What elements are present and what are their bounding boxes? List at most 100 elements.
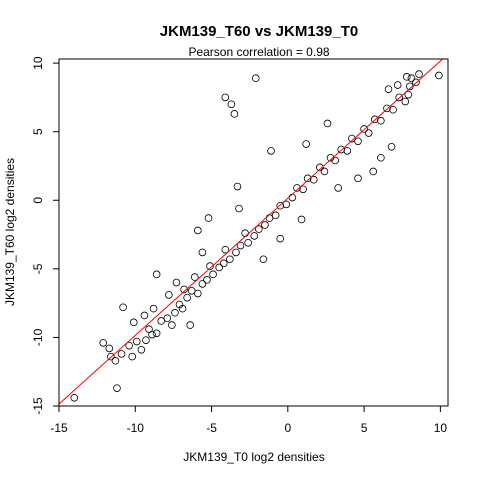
data-point	[178, 304, 187, 313]
data-point	[221, 93, 230, 102]
data-point	[377, 153, 385, 162]
data-point	[227, 100, 236, 109]
data-point	[198, 248, 207, 257]
data-point	[244, 238, 252, 247]
chart-title: JKM139_T60 vs JKM139_T0	[160, 23, 358, 40]
x-tick-label: 10	[434, 421, 448, 435]
data-point	[303, 174, 312, 183]
data-point	[137, 345, 146, 354]
data-point	[125, 341, 133, 350]
data-point	[230, 110, 239, 118]
data-point	[387, 142, 396, 151]
data-point	[297, 215, 306, 224]
data-point	[206, 262, 214, 270]
data-point	[415, 70, 423, 78]
y-tick-label: 0	[31, 197, 45, 204]
data-point	[107, 352, 115, 361]
data-point	[142, 336, 150, 344]
data-point	[282, 200, 291, 209]
y-axis-label: JKM139_T60 log2 densities	[3, 158, 17, 306]
data-point	[403, 73, 411, 81]
data-point	[113, 384, 121, 392]
data-point	[326, 153, 335, 162]
data-point	[171, 308, 179, 317]
data-point	[221, 245, 230, 254]
data-point	[370, 115, 379, 124]
data-point	[320, 167, 329, 176]
data-point	[348, 134, 356, 143]
data-point	[194, 289, 202, 298]
x-axis: -15 -10 -5 0 5 10	[50, 405, 448, 435]
data-point	[261, 221, 269, 229]
data-point	[172, 278, 181, 287]
data-point	[331, 156, 339, 165]
data-point	[250, 232, 259, 240]
data-point	[293, 184, 301, 192]
data-point	[259, 255, 268, 264]
data-point	[276, 201, 285, 210]
data-point	[337, 145, 346, 154]
data-point	[323, 119, 332, 128]
x-tick-label: -5	[206, 421, 217, 435]
data-point	[209, 270, 217, 279]
data-point	[119, 303, 127, 312]
data-point	[271, 211, 280, 220]
data-point	[99, 339, 108, 347]
data-point	[299, 185, 307, 194]
fit-line	[58, 58, 443, 405]
data-point	[140, 311, 149, 320]
y-tick-label: 5	[31, 128, 45, 135]
data-point	[233, 182, 242, 191]
data-point	[235, 204, 243, 213]
chart-subtitle: Pearson correlation = 0.98	[188, 45, 329, 59]
data-point	[369, 167, 378, 176]
data-point	[219, 259, 228, 268]
data-point	[435, 71, 443, 80]
y-tick-label: -15	[31, 397, 45, 415]
data-point	[165, 291, 173, 299]
data-point	[334, 184, 342, 192]
data-point	[316, 163, 324, 172]
data-point	[255, 225, 263, 233]
data-point	[117, 350, 126, 358]
data-point	[383, 104, 391, 113]
data-point	[180, 285, 188, 294]
data-point	[302, 140, 310, 148]
data-point	[152, 270, 161, 279]
data-point	[401, 97, 410, 106]
data-point	[407, 74, 416, 82]
data-point	[309, 175, 318, 184]
data-point	[215, 263, 223, 272]
data-point	[232, 248, 240, 257]
data-point	[111, 356, 120, 365]
data-point	[377, 116, 385, 125]
data-point	[187, 286, 196, 295]
data-point	[105, 344, 114, 353]
y-tick-label: -5	[31, 263, 45, 274]
data-point	[406, 82, 414, 91]
data-point	[226, 255, 234, 264]
data-point	[129, 318, 138, 327]
data-point	[183, 293, 191, 302]
data-point	[149, 304, 158, 313]
x-axis-label: JKM139_T0 log2 densities	[183, 450, 324, 464]
data-point	[395, 93, 403, 102]
x-tick-label: 0	[284, 421, 291, 435]
data-point	[354, 174, 362, 183]
data-point	[163, 314, 172, 323]
data-point	[168, 321, 176, 329]
data-point	[133, 337, 141, 346]
data-point	[157, 317, 166, 325]
data-point	[204, 214, 213, 222]
data-point	[354, 137, 362, 146]
data-point	[236, 241, 245, 250]
data-point	[393, 81, 402, 89]
data-point	[190, 273, 199, 281]
data-point	[360, 125, 368, 133]
data-point	[267, 147, 275, 155]
y-tick-label: 10	[31, 56, 45, 70]
data-point	[276, 234, 285, 243]
data-point	[364, 129, 373, 137]
